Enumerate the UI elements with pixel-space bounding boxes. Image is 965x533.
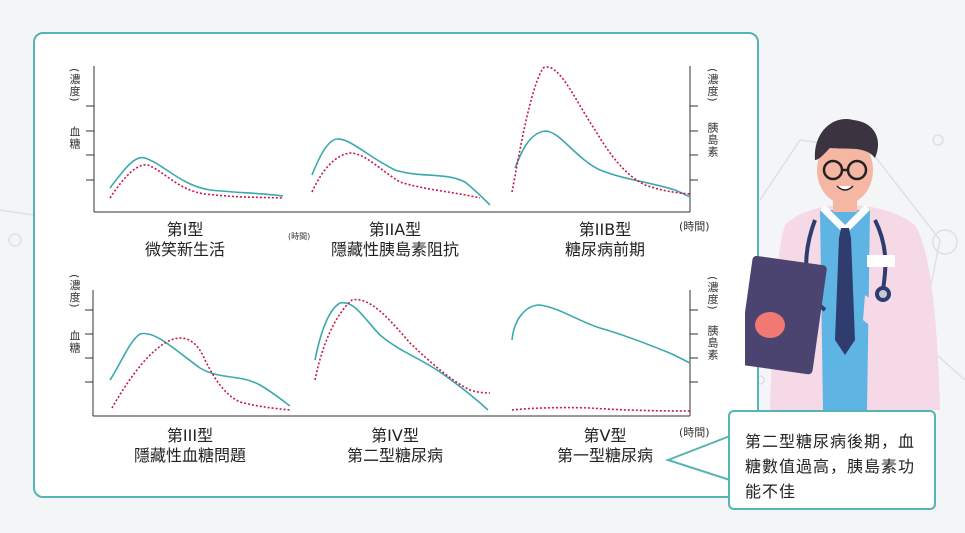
y-axis-label-concentration-bottom-left: (濃度)	[68, 274, 81, 309]
insulin-curve-2	[311, 152, 481, 199]
panel-subtitle-1: 微笑新生活	[144, 240, 225, 259]
panel-title-4: 第III型	[166, 426, 214, 445]
x-axis-unit-time-bottom: (時間)	[679, 426, 710, 439]
panel-subtitle-5: 第二型糖尿病	[346, 446, 443, 465]
doctor-illustration	[745, 119, 940, 410]
insulin-curve-1	[109, 164, 284, 199]
y-axis-label-insulin-top: 胰島素	[706, 122, 719, 158]
x-axis-unit-time-top: (時間)	[679, 220, 710, 233]
y-axis-label-concentration-top-right: (濃度)	[706, 68, 719, 103]
panel-label-2: 第IIA型 隱藏性胰島素阻抗	[310, 220, 480, 260]
panel-subtitle-2: 隱藏性胰島素阻抗	[330, 240, 459, 259]
glucose-curve-6	[511, 304, 691, 364]
y-axis-label-concentration-bottom-right: (濃度)	[706, 276, 719, 311]
panel-title-2: 第IIA型	[368, 220, 422, 239]
panel-label-6: 第V型 第一型糖尿病	[535, 426, 675, 466]
insulin-curve-5	[314, 298, 491, 394]
panel-title-6: 第V型	[583, 426, 627, 445]
callout-bubble	[728, 410, 936, 510]
panel-subtitle-4: 隱藏性血糖問題	[133, 446, 246, 465]
glucose-curve-5	[314, 302, 489, 411]
glucose-curve-1	[109, 156, 284, 197]
panel-label-5: 第IV型 第二型糖尿病	[325, 426, 465, 466]
panel-label-3: 第IIB型 糖尿病前期	[540, 220, 670, 260]
panel-subtitle-3: 糖尿病前期	[564, 240, 645, 259]
y-axis-label-insulin-bottom: 胰島素	[706, 325, 719, 361]
panel-label-4: 第III型 隱藏性血糖問題	[110, 426, 270, 466]
panel-title-3: 第IIB型	[578, 220, 632, 239]
panel-title-5: 第IV型	[371, 426, 419, 445]
y-axis-label-glucose-bottom: 血糖	[68, 330, 81, 354]
chart-panel	[33, 32, 759, 498]
y-axis-label-concentration-top-left: (濃度)	[68, 68, 81, 103]
glucose-curve-3	[514, 130, 691, 198]
y-axis-label-glucose-top: 血糖	[68, 126, 81, 150]
panel-label-1: 第I型 微笑新生活	[120, 220, 250, 260]
glucose-curve-2	[311, 138, 491, 206]
insulin-curve-6	[511, 406, 691, 412]
glucose-curve-4	[109, 332, 291, 407]
x-axis-unit-time-small: (時間)	[288, 232, 311, 241]
callout-pointer	[665, 435, 731, 481]
insulin-curve-4	[111, 337, 291, 411]
insulin-curve-3	[511, 66, 691, 195]
callout-text: 第二型糖尿病後期，血糖數值過高，胰島素功能不佳	[745, 432, 916, 501]
panel-subtitle-6: 第一型糖尿病	[556, 446, 653, 465]
panel-title-1: 第I型	[166, 220, 204, 239]
